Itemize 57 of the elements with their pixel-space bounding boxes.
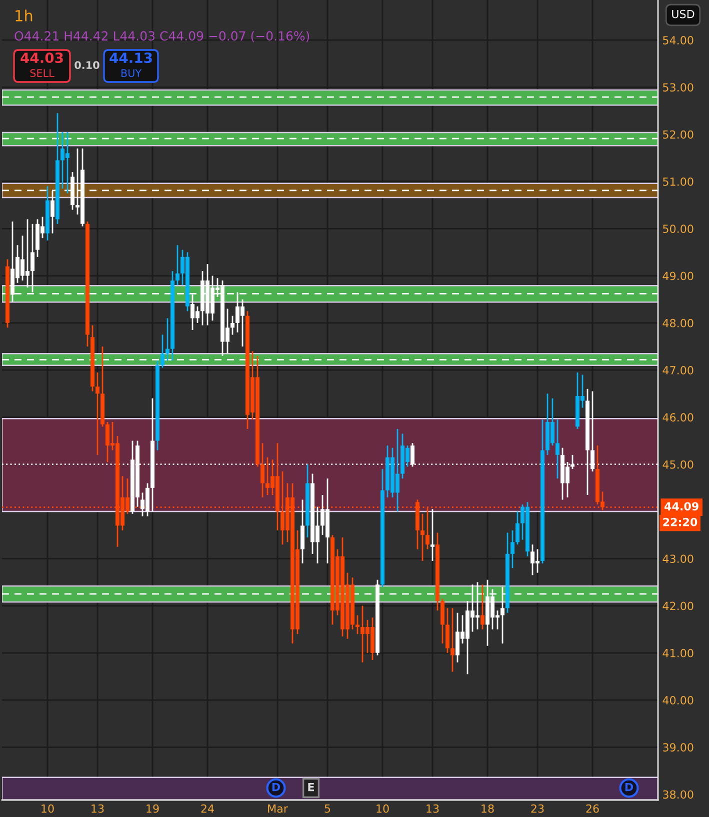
candlestick [166,318,170,362]
y-tick-label: 47.00 [662,366,694,374]
y-tick-label: 39.00 [663,743,694,752]
y-tick-label: 40.00 [662,696,694,704]
candlestick [510,530,514,569]
x-tick-label: 26 [586,804,599,813]
annotation: E [308,782,314,792]
x-tick-label: 18 [482,804,494,813]
y-tick-label: 52.00 [663,130,694,139]
candlestick [430,508,434,562]
y-tick-label: 43.00 [662,554,694,564]
candlestick [160,334,164,368]
y-tick-label: 45.00 [662,460,694,469]
annotation: D [272,782,280,792]
y-tick-label: 51.00 [663,177,694,186]
candlestick [230,315,234,336]
x-tick-label: 10 [42,804,54,813]
annotation: 0.10 [74,61,100,70]
text: USD [672,10,694,18]
ref-line-label: 44.09 [664,502,698,510]
annotation: SELL [30,69,54,78]
candlestick [516,510,520,546]
candlestick [446,607,450,654]
candlestick [556,418,560,480]
y-tick-label: 50.00 [663,224,694,234]
text: D [625,782,634,792]
y-tick-label: 54.00 [663,36,694,44]
x-tick-label: 13 [426,804,439,813]
annotation: BUY [121,69,142,78]
candlestick [450,607,454,672]
candlestick [96,372,100,456]
text: 22:20 [663,518,698,526]
x-tick-label: 24 [201,804,214,813]
y-tick-label: 46.00 [662,413,694,422]
candlestick [440,598,444,644]
x-tick-label: 23 [531,804,544,813]
y-tick-label: 48.00 [662,318,694,328]
y-tick-label: 42.00 [662,602,694,610]
annotation: 44.03 [20,52,63,64]
x-tick-label: 10 [376,804,389,813]
y-tick-label: 38.00 [663,790,694,799]
candlestick [480,584,484,630]
candlestick [420,513,424,562]
x-tick-label: 5 [324,804,330,813]
x-tick-label: 19 [146,804,159,813]
y-tick-label: 53.00 [663,83,694,92]
y-tick-label: 49.00 [662,272,694,280]
y-tick-label: 41.00 [662,648,694,658]
candlestick [260,442,264,498]
text: O44.21 H44.42 L44.03 C44.09 −0.07 (−0.16%) [14,30,310,42]
annotation: 44.13 [110,52,152,64]
x-tick-label: 13 [92,804,104,813]
candlestick [300,499,304,564]
x-tick-label: Mar [268,804,288,813]
text: 1h [16,10,32,22]
candlestick [356,614,360,635]
candlestick [176,244,180,286]
